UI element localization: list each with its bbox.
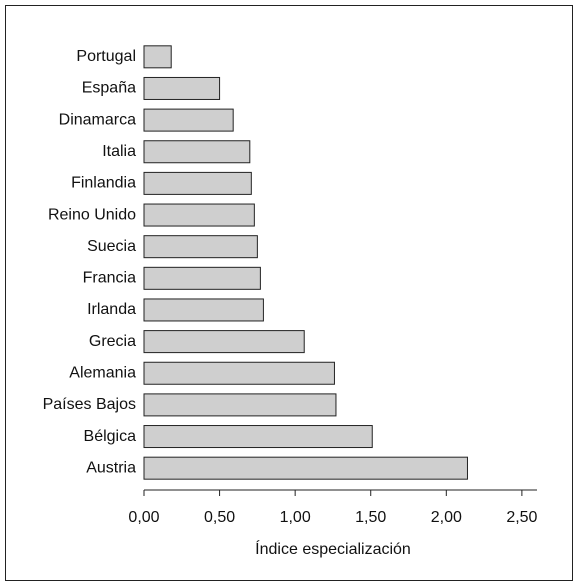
x-tick-label: 2,00 [431, 509, 462, 526]
y-tick-label: Francia [83, 270, 136, 287]
y-tick-label: Alemania [69, 364, 136, 381]
x-tick-label: 1,50 [355, 509, 386, 526]
bar [143, 330, 305, 354]
y-tick-label: Portugal [76, 48, 136, 65]
bar [143, 140, 251, 164]
bar [143, 76, 221, 100]
y-tick-label: Irlanda [87, 301, 136, 318]
y-tick-label: Italia [102, 143, 136, 160]
bar [143, 108, 234, 132]
y-tick-label: Reino Unido [48, 206, 136, 223]
y-tick-label: Dinamarca [59, 111, 136, 128]
y-tick-label: Finlandia [71, 175, 136, 192]
bar [143, 266, 261, 290]
y-tick-label: Austria [86, 459, 136, 476]
bar [143, 45, 172, 69]
bar [143, 425, 373, 449]
x-tick-label: 1,00 [280, 509, 311, 526]
y-tick-label: Grecia [89, 333, 136, 350]
bar [143, 203, 255, 227]
y-tick-label: España [82, 80, 136, 97]
bar [143, 393, 337, 417]
x-axis-title: Índice especialización [255, 539, 411, 558]
frame [5, 5, 573, 581]
bar [143, 361, 335, 385]
y-tick-label: Suecia [87, 238, 136, 255]
bar [143, 456, 468, 480]
bar [143, 171, 252, 195]
bar [143, 235, 258, 259]
bar [143, 298, 264, 322]
x-tick-label: 0,50 [204, 509, 235, 526]
y-tick-label: Países Bajos [43, 396, 136, 413]
y-tick-label: Bélgica [84, 428, 137, 445]
x-tick-label: 0,00 [128, 509, 159, 526]
x-tick-label: 2,50 [506, 509, 537, 526]
